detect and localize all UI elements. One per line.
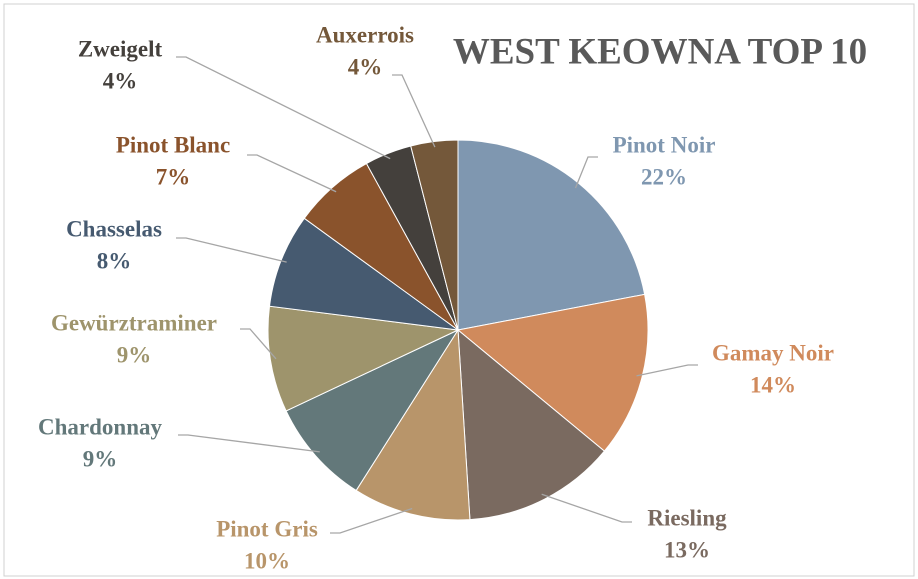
chart-title: WEST KEOWNA TOP 10 [453, 31, 867, 72]
leader-line [247, 154, 337, 193]
value-label: 9% [83, 446, 118, 471]
category-label: Zweigelt [78, 36, 163, 61]
leader-line [574, 156, 598, 189]
leader-line [636, 364, 698, 377]
pie-slice [267, 305, 460, 412]
leader-line [541, 493, 632, 523]
leader-line [330, 507, 413, 534]
pie-slice [355, 328, 471, 521]
value-label: 13% [664, 537, 710, 562]
category-label: Auxerrois [316, 22, 414, 47]
category-label: Pinot Noir [613, 132, 716, 157]
value-label: 8% [97, 248, 132, 273]
value-label: 10% [244, 548, 290, 573]
category-label: Chasselas [66, 216, 162, 241]
leader-line [176, 56, 391, 160]
pie-slice [457, 328, 606, 521]
leader-line [392, 74, 436, 148]
pie-slice [285, 328, 460, 492]
category-label: Riesling [647, 505, 727, 530]
pie-slice [456, 293, 649, 452]
category-label: Chardonnay [38, 414, 162, 439]
pie-slice [268, 217, 459, 331]
category-label: Pinot Blanc [116, 132, 230, 157]
leader-line [176, 237, 287, 263]
pie-slice [410, 139, 459, 331]
leader-line [178, 434, 320, 453]
category-label: Gamay Noir [712, 340, 834, 365]
category-label: Gewürztraminer [51, 310, 217, 335]
value-label: 14% [750, 372, 796, 397]
pie-slice [457, 139, 646, 331]
category-label: Pinot Gris [216, 516, 318, 541]
value-label: 9% [117, 342, 152, 367]
value-label: 4% [103, 68, 138, 93]
value-label: 7% [156, 164, 191, 189]
value-label: 22% [641, 164, 687, 189]
leader-line [240, 328, 277, 360]
value-label: 4% [348, 54, 383, 79]
